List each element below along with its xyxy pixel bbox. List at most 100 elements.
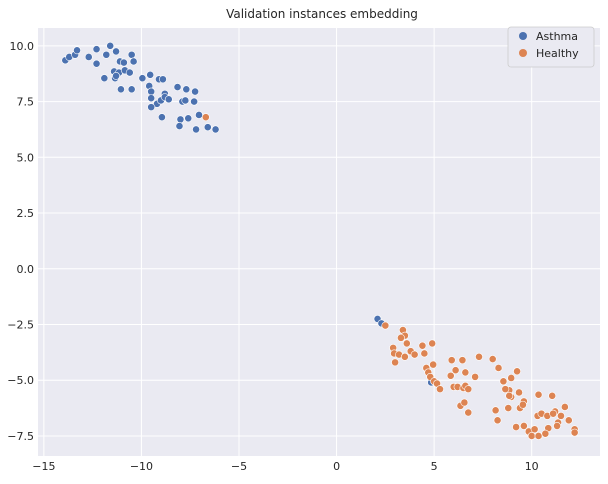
point-asthma xyxy=(184,114,193,123)
point-healthy xyxy=(201,113,210,122)
point-healthy xyxy=(397,333,405,342)
point-healthy xyxy=(460,398,469,407)
point-healthy xyxy=(464,385,473,394)
point-asthma xyxy=(92,45,101,54)
point-healthy xyxy=(534,390,543,399)
point-asthma xyxy=(164,95,173,104)
point-healthy xyxy=(548,391,557,400)
point-asthma xyxy=(182,85,191,94)
point-asthma xyxy=(146,70,155,79)
x-axis-ticks: −15 −10 −5 0 5 10 xyxy=(32,460,538,473)
point-healthy xyxy=(491,406,500,415)
point-asthma xyxy=(102,50,111,59)
point-asthma xyxy=(92,59,101,68)
y-tick-label: −7.5 xyxy=(7,430,34,443)
point-healthy xyxy=(515,388,523,397)
point-asthma xyxy=(158,75,167,84)
point-healthy xyxy=(436,385,444,394)
point-healthy xyxy=(513,367,521,376)
point-asthma xyxy=(173,83,182,91)
point-healthy xyxy=(549,409,558,418)
point-healthy xyxy=(499,377,508,386)
point-healthy xyxy=(451,366,460,375)
point-asthma xyxy=(73,46,81,55)
point-healthy xyxy=(420,349,429,358)
y-axis-ticks: −7.5 −5.0 −2.5 0.0 2.5 5.0 7.5 10.0 xyxy=(7,40,34,443)
point-healthy xyxy=(461,368,470,377)
point-asthma xyxy=(119,58,128,67)
point-healthy xyxy=(505,391,514,400)
point-healthy xyxy=(494,364,503,372)
y-tick-label: 0.0 xyxy=(17,263,35,276)
point-healthy xyxy=(447,356,456,365)
point-healthy xyxy=(512,423,520,431)
legend-label-healthy: Healthy xyxy=(536,47,579,60)
point-asthma xyxy=(100,74,109,83)
point-healthy xyxy=(560,403,569,411)
point-asthma xyxy=(190,97,199,106)
legend-marker-asthma xyxy=(519,32,527,40)
point-healthy xyxy=(519,422,528,430)
point-healthy xyxy=(527,432,536,440)
point-asthma xyxy=(176,115,185,124)
point-asthma xyxy=(175,122,184,130)
x-tick-label: 5 xyxy=(431,460,438,473)
point-healthy xyxy=(541,429,550,438)
y-tick-label: 10.0 xyxy=(10,40,35,53)
point-healthy xyxy=(381,321,390,330)
point-asthma xyxy=(127,50,136,59)
point-healthy xyxy=(429,360,438,369)
x-tick-label: 0 xyxy=(333,460,340,473)
point-asthma xyxy=(117,85,125,94)
y-tick-label: 7.5 xyxy=(17,96,35,109)
point-healthy xyxy=(570,428,579,437)
point-healthy xyxy=(519,400,527,409)
point-healthy xyxy=(400,352,409,361)
x-tick-label: 10 xyxy=(525,460,539,473)
point-asthma xyxy=(129,57,138,66)
point-asthma xyxy=(127,85,136,94)
point-asthma xyxy=(192,125,200,134)
point-asthma xyxy=(181,96,190,105)
point-healthy xyxy=(458,356,467,365)
point-healthy xyxy=(507,374,516,382)
gridlines xyxy=(38,28,600,456)
point-asthma xyxy=(158,113,166,122)
point-healthy xyxy=(402,339,411,348)
point-asthma xyxy=(195,111,203,119)
legend: Asthma Healthy xyxy=(507,26,595,68)
point-healthy xyxy=(557,411,565,420)
point-asthma xyxy=(112,47,120,56)
x-tick-label: −15 xyxy=(32,460,55,473)
point-healthy xyxy=(391,358,400,367)
plot-area xyxy=(38,28,600,456)
point-asthma xyxy=(203,123,212,132)
point-asthma xyxy=(112,72,120,80)
point-healthy xyxy=(475,352,483,361)
point-asthma xyxy=(125,68,134,77)
point-healthy xyxy=(530,425,539,434)
point-healthy xyxy=(553,422,561,430)
legend-label-asthma: Asthma xyxy=(536,30,578,43)
chart-title: Validation instances embedding xyxy=(226,7,418,21)
x-tick-label: −5 xyxy=(231,460,247,473)
point-healthy xyxy=(428,339,437,348)
data-points xyxy=(61,41,579,440)
legend-box xyxy=(507,26,595,68)
point-healthy xyxy=(534,432,543,440)
point-asthma xyxy=(106,41,115,50)
point-healthy xyxy=(564,416,573,425)
x-tick-label: −10 xyxy=(130,460,153,473)
point-healthy xyxy=(471,372,480,381)
y-tick-label: −5.0 xyxy=(7,374,34,387)
y-tick-label: −2.5 xyxy=(7,318,34,331)
y-tick-label: 2.5 xyxy=(17,207,35,220)
point-asthma xyxy=(147,103,156,112)
point-healthy xyxy=(501,385,510,394)
point-asthma xyxy=(147,94,156,103)
point-asthma xyxy=(138,74,147,83)
point-healthy xyxy=(504,404,513,412)
point-asthma xyxy=(191,87,199,96)
y-tick-label: 5.0 xyxy=(17,151,35,164)
